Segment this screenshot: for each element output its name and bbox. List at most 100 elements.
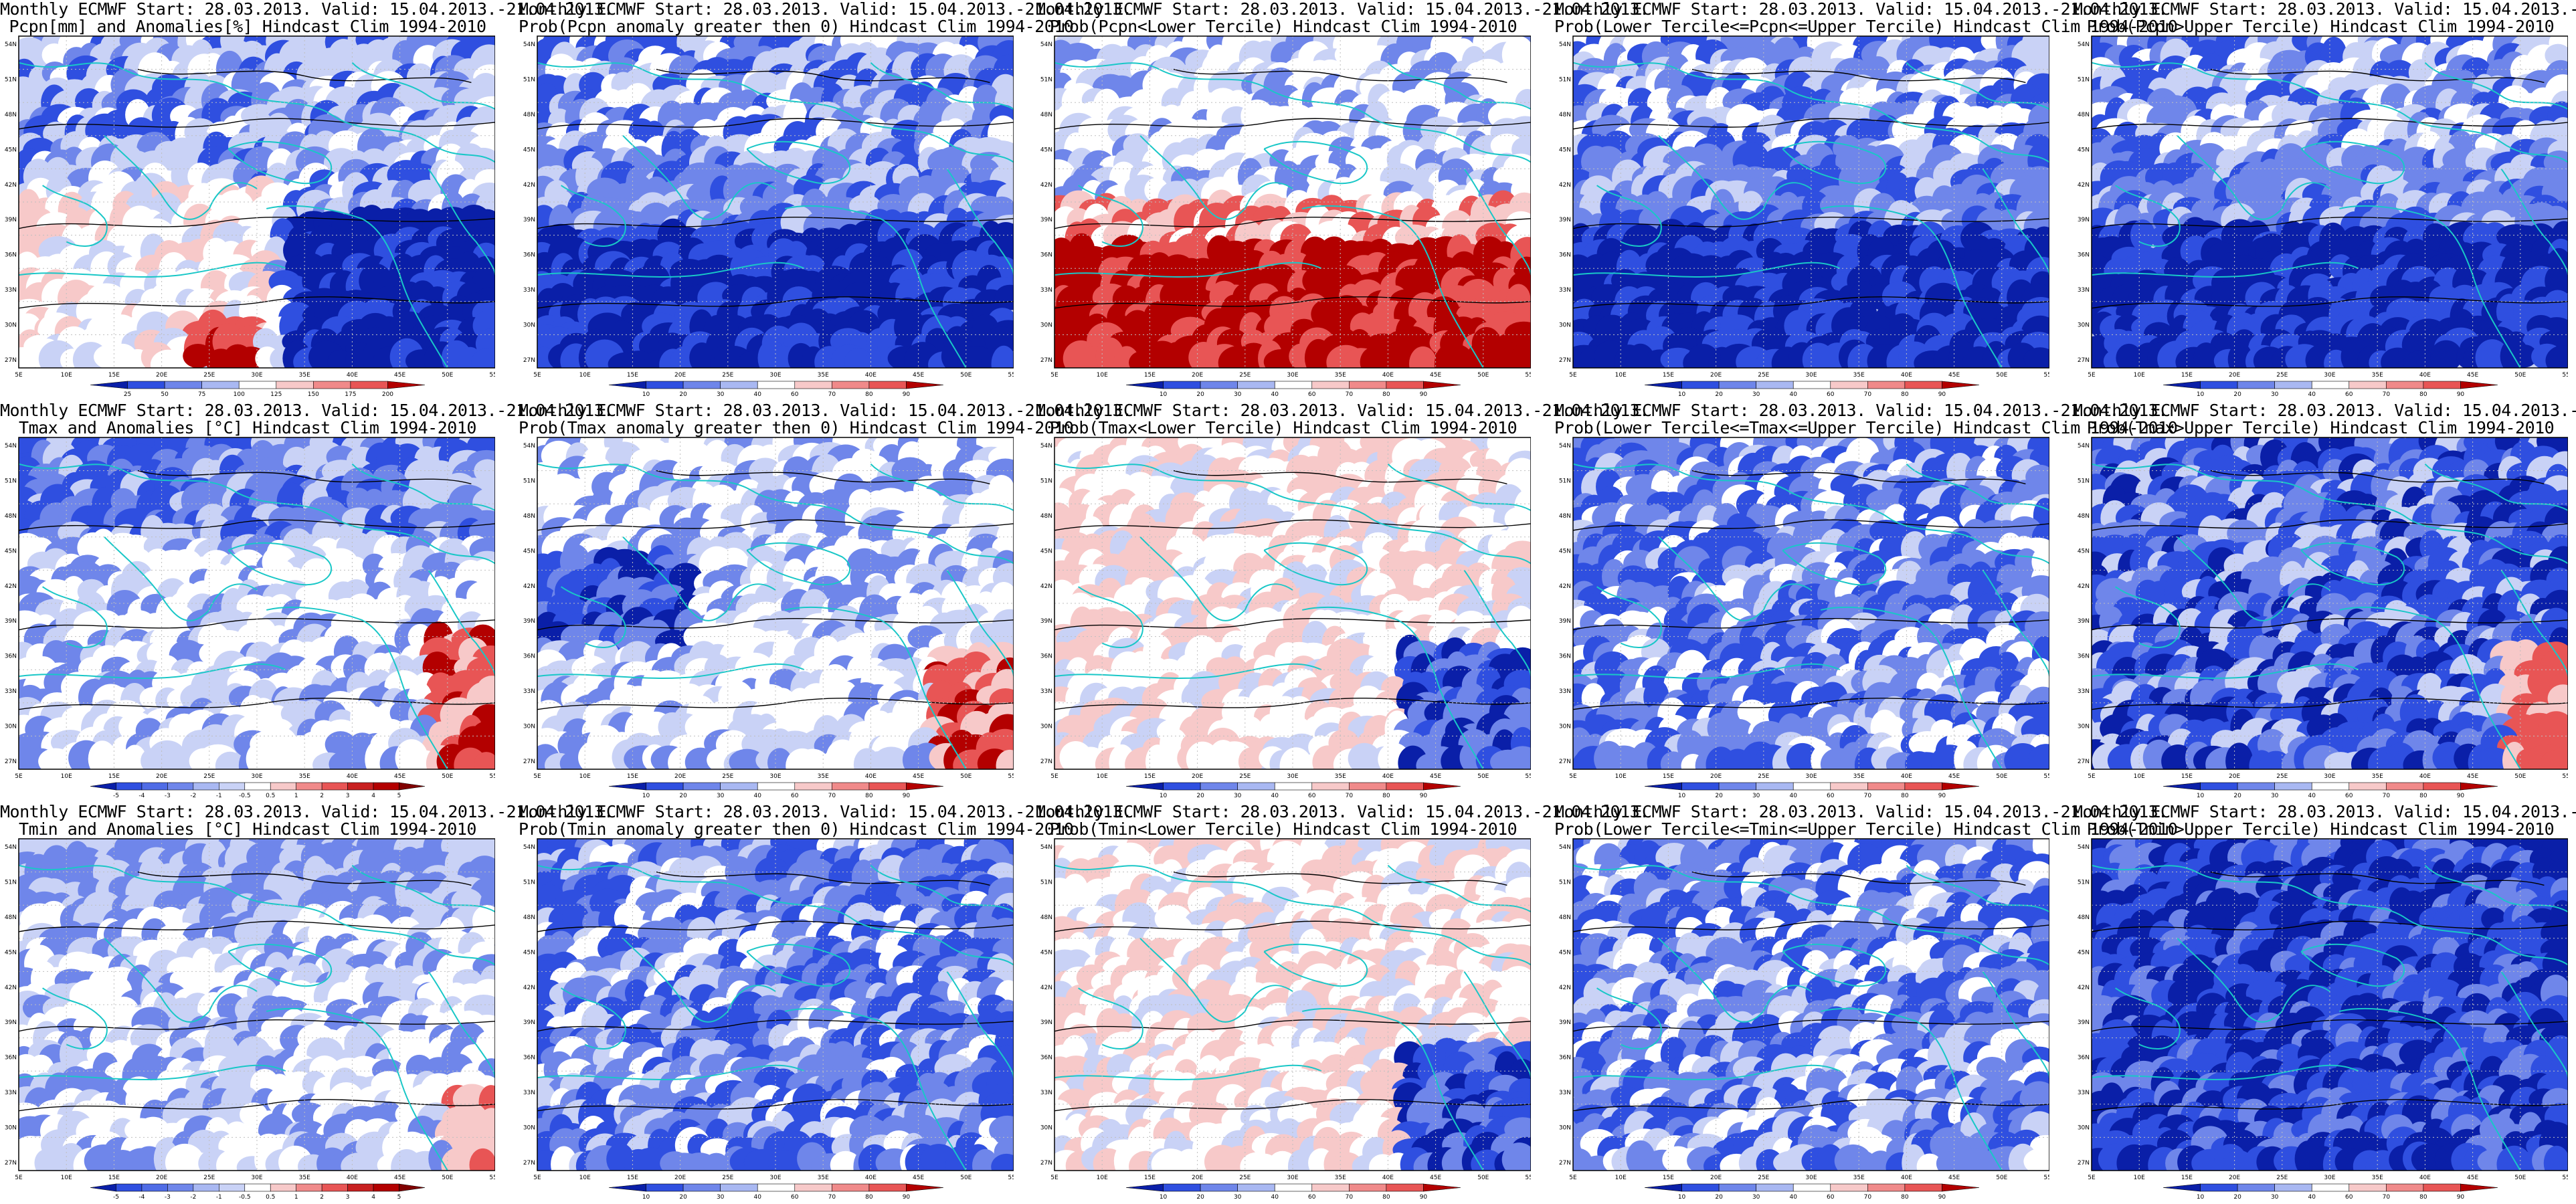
lat-tick-label: 39N [2078,217,2090,223]
contour-line [537,297,1014,308]
coastline [1079,185,1143,246]
colorbar-segment [2163,381,2201,389]
lat-tick-label: 42N [1040,182,1052,189]
coastline [104,537,257,621]
lon-tick-label: 30E [251,773,262,780]
colorbar-label: 50 [161,391,169,398]
colorbar-label: 90 [903,391,911,398]
colorbar-segment [646,381,684,389]
lon-tick-label: 55E [1008,372,1014,379]
field-cell [689,342,715,368]
colorbar-segment [1867,381,1906,389]
colorbar-segment [2274,381,2312,389]
lon-tick-label: 35E [299,773,310,780]
contour-line [1692,70,2025,83]
coastline [870,63,1014,109]
colorbar-segment [1681,381,1720,389]
field-cell [2543,150,2568,175]
lon-tick-label: 55E [2043,372,2049,379]
colorbar-label: 90 [1420,391,1428,398]
lat-tick-label: 48N [2078,112,2090,118]
colorbar-label: 20 [679,391,687,398]
map-panel: Monthly ECMWF Start: 28.03.2013. Valid: … [519,0,1132,401]
lat-tick-label: 39N [5,618,17,625]
field-cell [729,748,765,769]
colorbar-segment [244,782,271,791]
lat-tick-label: 39N [523,217,535,223]
coastline [266,206,448,368]
contour-line [656,70,990,83]
coastline [2177,136,2330,219]
colorbar-label: 3 [346,793,350,799]
colorbar-label: 40 [2308,391,2316,398]
field-layer [1573,36,2049,368]
colorbar-segment [164,381,202,389]
lon-tick-label: 45E [1948,372,1960,379]
lon-tick-label: 20E [2229,372,2240,379]
coastline [537,63,1014,163]
lat-tick-label: 45N [5,146,17,153]
map-panel: Monthly ECMWF Start: 28.03.2013. Valid: … [0,401,614,803]
map-frame [18,35,495,369]
colorbar-segment [2311,381,2350,389]
lon-tick-label: 10E [579,372,591,379]
lat-tick-label: 42N [5,182,17,189]
colorbar-segment [2200,381,2238,389]
colorbar-label: 60 [1308,391,1316,398]
field-cell [471,348,495,368]
colorbar-label: 60 [791,391,799,398]
lon-tick-label: 45E [394,773,405,780]
coastline [1054,63,1531,163]
coastline [266,607,448,769]
lat-tick-label: 33N [5,287,17,294]
coastline [947,570,1014,676]
coastline [947,169,1014,275]
panel-title-line1: Monthly ECMWF Start: 28.03.2013. Valid: … [1036,0,1649,19]
lon-tick-label: 40E [347,372,358,379]
coastline [2092,263,2359,277]
colorbar: 10 20 30 40 60 70 80 90 [2163,381,2498,398]
coastline [1388,63,1531,109]
colorbar-label: 20 [1196,391,1204,398]
panel-title-line2: Prob(Pcpn>Upper Tercile) Hindcast Clim 1… [2086,17,2555,36]
lon-tick-label: 50E [1477,372,1489,379]
field-cell [1054,237,1074,268]
lat-tick-label: 30N [5,724,17,730]
lat-tick-label: 30N [2078,322,2090,329]
colorbar-segment [794,381,832,389]
coastline [1821,206,2002,368]
lat-tick-label: 27N [1040,357,1052,364]
lon-tick-label: 10E [1615,372,1627,379]
lon-tick-label: 5E [1569,372,1577,379]
colorbar-label: 30 [717,391,725,398]
field-cell [41,43,67,67]
coastline [1054,263,1321,277]
coastline [537,464,1014,564]
lon-tick-label: 55E [1525,372,1531,379]
field-cell [2130,219,2155,252]
colorbar-segment [167,782,194,791]
lat-tick-label: 33N [5,688,17,695]
field-cell [996,749,1014,769]
field-cell [991,345,1014,368]
lat-tick-label: 48N [5,513,17,520]
field-cell [215,751,245,769]
lat-tick-label: 54N [5,443,17,449]
lat-tick-label: 36N [2078,252,2090,259]
colorbar-label: -3 [165,793,171,799]
field-layer [19,36,495,368]
colorbar-label: 10 [642,391,650,398]
colorbar-segment [682,381,721,389]
colorbar-segment [2460,381,2498,389]
lat-tick-label: 42N [1559,182,1571,189]
lon-tick-label: 35E [1853,372,1865,379]
colorbar-label: 20 [2233,391,2241,398]
field-layer [19,437,495,769]
coastline [228,543,331,585]
map-panel: Monthly ECMWF Start: 28.03.2013. Valid: … [1554,0,2178,401]
lon-tick-label: 50E [960,372,972,379]
lon-tick-label: 25E [203,773,215,780]
field-cell [2545,345,2568,368]
colorbar-segment [90,381,128,389]
